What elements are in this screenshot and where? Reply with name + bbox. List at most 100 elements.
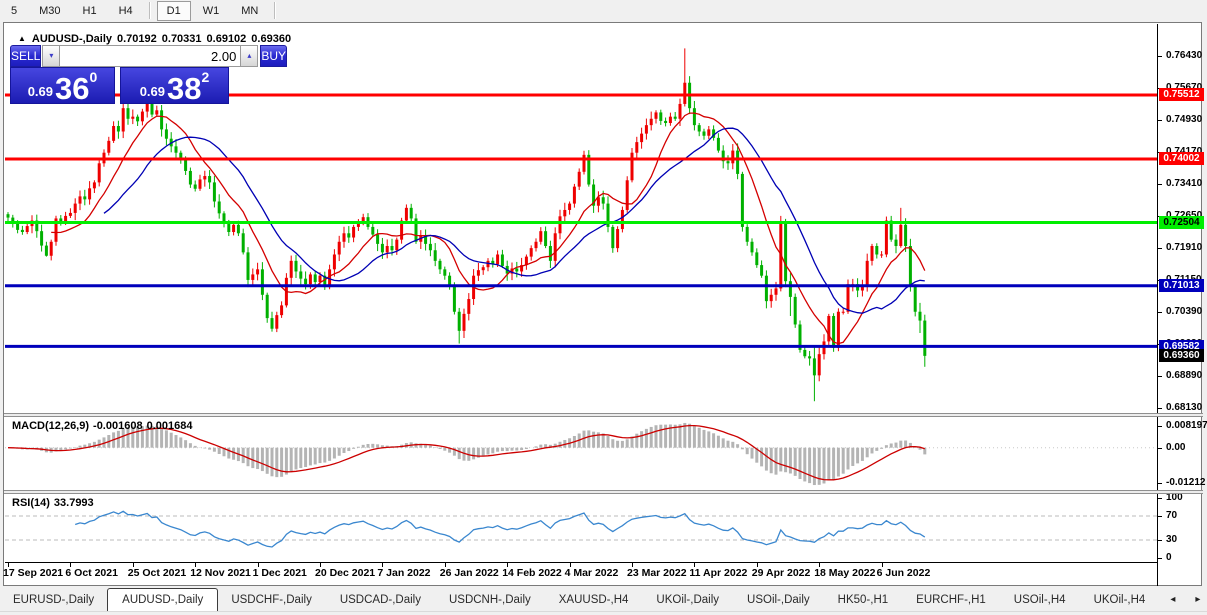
chart-tab-usdcad[interactable]: USDCAD-,Daily bbox=[339, 594, 421, 606]
macd-name-label: MACD(12,26,9) bbox=[12, 420, 90, 432]
tab-scroll-left-icon[interactable]: ◂ bbox=[1170, 593, 1176, 605]
time-tick-label: 29 Apr 2022 bbox=[751, 567, 811, 579]
price-tick-label: 0.70390 bbox=[1166, 306, 1203, 318]
macd-axis-tick bbox=[1158, 483, 1162, 484]
chart-tab-usoil[interactable]: USOil-,H4 bbox=[1013, 594, 1066, 606]
time-tick bbox=[881, 563, 883, 567]
macd-axis-tick bbox=[1158, 447, 1162, 449]
buy-button[interactable]: BUY bbox=[260, 45, 288, 67]
price-tick-label: 0.71910 bbox=[1166, 241, 1203, 253]
price-tick bbox=[1158, 312, 1162, 314]
chart-ohlc-header: ▲ AUDUSD-,Daily 0.70192 0.70331 0.69102 0.693… bbox=[18, 33, 296, 45]
time-tick bbox=[70, 563, 72, 567]
volume-stepper: ▾ ▴ bbox=[42, 45, 259, 67]
buy-price-big: 38 bbox=[167, 71, 202, 106]
time-tick bbox=[507, 563, 509, 567]
rsi-axis-tick bbox=[1158, 498, 1162, 499]
time-tick-label: 23 Mar 2022 bbox=[627, 567, 687, 579]
pane-splitter[interactable] bbox=[4, 413, 1203, 417]
time-tick-label: 20 Dec 2021 bbox=[315, 567, 376, 579]
chart-tab-xauusd[interactable]: XAUUSD-,H4 bbox=[558, 594, 629, 606]
chart-tab-usdcnh[interactable]: USDCNH-,Daily bbox=[448, 594, 531, 606]
time-axis-line bbox=[5, 562, 1158, 563]
timeframe-toolbar: 5 M30 H1 H4 D1 W1 MN bbox=[0, 0, 1207, 21]
price-tick bbox=[1158, 408, 1162, 409]
price-tick-label: 0.74170 bbox=[1166, 145, 1203, 157]
time-tick-label: 25 Oct 2021 bbox=[127, 567, 187, 579]
chart-tab-eurchf[interactable]: EURCHF-,H1 bbox=[916, 594, 986, 606]
chart-tab-ukoil[interactable]: UKOil-,Daily bbox=[656, 594, 720, 606]
price-badge: 0.71013 bbox=[1159, 279, 1204, 293]
price-axis-line bbox=[1157, 24, 1158, 586]
time-tick bbox=[694, 563, 696, 567]
tab-scroll-arrows: ◂ ▸ bbox=[1160, 587, 1207, 611]
slow-ma-line bbox=[103, 127, 925, 314]
ohlc-close: 0.69360 bbox=[251, 33, 292, 45]
price-tick bbox=[1158, 247, 1162, 249]
price-tick-label: 0.75670 bbox=[1166, 82, 1202, 93]
pane-splitter[interactable] bbox=[4, 490, 1203, 494]
volume-decrease-button[interactable]: ▾ bbox=[42, 45, 61, 67]
macd-axis-label: -0.01212 bbox=[1166, 477, 1206, 488]
chart-tab-usdchf[interactable]: USDCHF-,Daily bbox=[231, 594, 312, 606]
time-tick bbox=[756, 563, 758, 567]
rsi-axis-label: 100 bbox=[1166, 492, 1183, 503]
toolbar-separator bbox=[148, 2, 151, 19]
timeframe-button-h4[interactable]: H4 bbox=[118, 4, 133, 17]
sell-button[interactable]: SELL bbox=[10, 45, 42, 67]
time-tick-label: 11 Apr 2022 bbox=[689, 567, 748, 579]
toolbar-separator bbox=[274, 2, 277, 19]
price-tick-label: 0.68890 bbox=[1166, 369, 1203, 381]
time-tick-label: 6 Oct 2021 bbox=[65, 567, 118, 579]
chart-tab-usoil[interactable]: USOil-,Daily bbox=[747, 594, 810, 606]
timeframe-button-m30[interactable]: M30 bbox=[39, 4, 61, 17]
price-tick bbox=[1158, 56, 1162, 58]
time-tick-label: 26 Jan 2022 bbox=[439, 567, 499, 579]
rsi-axis-label: 0 bbox=[1166, 552, 1172, 563]
time-tick-label: 14 Feb 2022 bbox=[502, 567, 562, 579]
one-click-trading-panel: SELL ▾ ▴ BUY 0.69 36 0 0.69 38 2 bbox=[10, 45, 288, 104]
time-tick-label: 6 Jun 2022 bbox=[876, 567, 931, 579]
chart-tab-audusd[interactable]: AUDUSD-,Daily bbox=[107, 588, 219, 611]
chart-tab-bar: EURUSD-,Daily AUDUSD-,Daily USDCHF-,Daily U… bbox=[0, 587, 1207, 611]
time-tick bbox=[257, 563, 259, 567]
sell-price-display[interactable]: 0.69 36 0 bbox=[10, 67, 115, 104]
price-badge: 0.69360 bbox=[1159, 349, 1204, 363]
price-tick-label: 0.73410 bbox=[1166, 178, 1203, 190]
symbol-arrow-icon: ▲ bbox=[18, 34, 26, 43]
volume-increase-button[interactable]: ▴ bbox=[240, 45, 259, 67]
macd-main-value: -0.001608 bbox=[93, 420, 143, 432]
rsi-axis-label: 70 bbox=[1166, 510, 1178, 521]
timeframe-button-mn[interactable]: MN bbox=[241, 4, 259, 17]
price-chart-pane[interactable] bbox=[5, 24, 1157, 413]
time-tick-label: 4 Mar 2022 bbox=[564, 567, 619, 579]
timeframe-button-5[interactable]: 5 bbox=[11, 4, 18, 17]
rsi-name-label: RSI(14) bbox=[12, 497, 50, 509]
time-tick bbox=[8, 563, 9, 567]
macd-axis-label: 0.00 bbox=[1166, 441, 1186, 453]
timeframe-button-w1[interactable]: W1 bbox=[202, 4, 220, 17]
buy-price-display[interactable]: 0.69 38 2 bbox=[120, 67, 229, 104]
volume-input[interactable] bbox=[60, 45, 241, 67]
time-tick bbox=[382, 563, 384, 567]
price-tick bbox=[1158, 184, 1162, 186]
macd-pane bbox=[5, 422, 1157, 486]
price-badge: 0.72504 bbox=[1159, 216, 1204, 230]
bottom-strip bbox=[0, 611, 1207, 615]
fast-ma-line bbox=[51, 112, 926, 345]
macd-signal-line bbox=[7, 424, 925, 481]
chart-symbol-label: AUDUSD-,Daily bbox=[31, 33, 112, 45]
timeframe-button-d1[interactable]: D1 bbox=[156, 0, 191, 21]
ohlc-low: 0.69102 bbox=[206, 33, 247, 45]
timeframe-button-h1[interactable]: H1 bbox=[82, 4, 97, 17]
tab-scroll-right-icon[interactable]: ▸ bbox=[1195, 593, 1201, 605]
chart-tab-hk50[interactable]: HK50-,H1 bbox=[837, 594, 889, 606]
price-tick-label: 0.74930 bbox=[1166, 113, 1203, 125]
sell-price-sup: 0 bbox=[89, 69, 98, 85]
time-tick bbox=[819, 563, 821, 567]
time-tick bbox=[444, 563, 446, 567]
chart-tab-ukoil[interactable]: UKOil-,H4 bbox=[1093, 594, 1146, 606]
rsi-pane bbox=[5, 510, 1157, 548]
chart-tab-eurusd[interactable]: EURUSD-,Daily bbox=[13, 594, 95, 606]
